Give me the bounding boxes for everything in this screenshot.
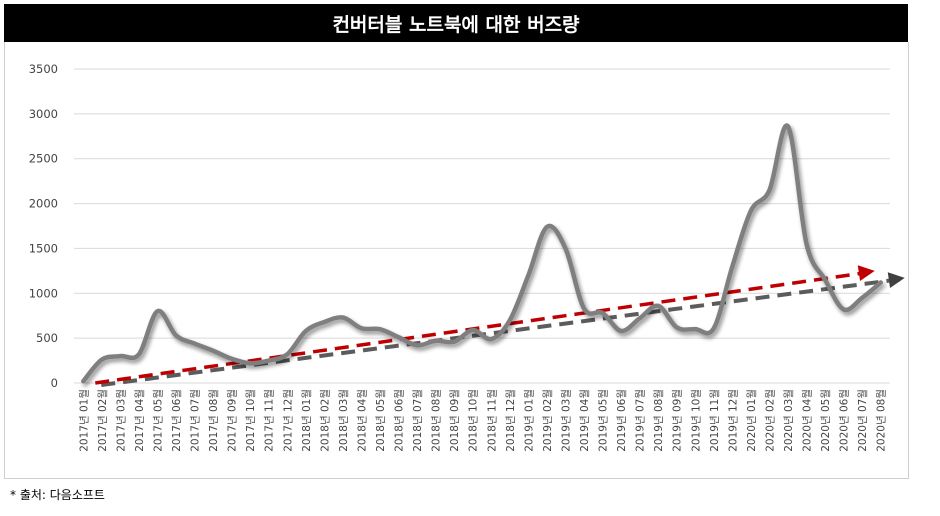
x-tick-label: 2020년 06월 [839, 389, 851, 452]
x-tick-label: 2018년 02월 [319, 389, 331, 452]
source-note: * 출처: 다음소프트 [10, 488, 105, 502]
x-tick-label: 2019년 10월 [690, 389, 702, 452]
trend-shadow-arrowhead [887, 272, 905, 289]
x-tick-label: 2018년 01월 [301, 389, 313, 452]
x-tick-label: 2020년 07월 [857, 389, 869, 452]
x-tick-label: 2020년 03월 [783, 389, 795, 452]
x-tick-label: 2017년 02월 [97, 389, 109, 452]
series-line [81, 123, 883, 384]
x-tick-label: 2019년 06월 [616, 389, 628, 452]
y-tick-label: 1500 [29, 241, 58, 255]
x-tick-label: 2017년 08월 [208, 389, 220, 452]
x-tick-label: 2017년 10월 [245, 389, 257, 452]
x-tick-label: 2017년 05월 [152, 389, 164, 452]
y-tick-label: 1000 [29, 286, 58, 300]
x-tick-label: 2018년 11월 [486, 389, 498, 452]
y-tick-label: 2000 [29, 197, 58, 211]
x-tick-label: 2019년 01월 [523, 389, 535, 452]
x-tick-label: 2019년 05월 [598, 389, 610, 452]
chart-title: 컨버터블 노트북에 대한 버즈량 [4, 4, 908, 42]
x-tick-label: 2017년 04월 [134, 389, 146, 452]
x-tick-label: 2019년 07월 [635, 389, 647, 452]
chart-frame [4, 42, 909, 479]
x-tick-label: 2017년 09월 [227, 389, 239, 452]
y-tick-label: 3500 [29, 62, 58, 76]
x-tick-label: 2019년 12월 [727, 389, 739, 452]
x-tick-label: 2018년 05월 [375, 389, 387, 452]
x-tick-label: 2017년 03월 [115, 389, 127, 452]
x-tick-label: 2019년 03월 [560, 389, 572, 452]
x-tick-label: 2017년 12월 [282, 389, 294, 452]
x-tick-label: 2018년 09월 [449, 389, 461, 452]
x-tick-label: 2018년 08월 [431, 389, 443, 452]
x-tick-label: 2018년 04월 [356, 389, 368, 452]
y-tick-label: 2500 [29, 152, 58, 166]
x-tick-label: 2018년 03월 [338, 389, 350, 452]
y-tick-label: 500 [36, 331, 58, 345]
x-tick-label: 2019년 04월 [579, 389, 591, 452]
x-tick-label: 2020년 05월 [820, 389, 832, 452]
x-tick-label: 2017년 06월 [171, 389, 183, 452]
trend-arrowhead [857, 265, 875, 282]
x-tick-label: 2018년 12월 [505, 389, 517, 452]
x-tick-label: 2017년 11월 [264, 389, 276, 452]
x-tick-label: 2020년 02월 [764, 389, 776, 452]
line-chart: 0 500 1000 1500 2000 2500 3000 3500 2017년 01월 20… [29, 62, 905, 452]
y-tick-label: 0 [51, 376, 58, 390]
x-tick-label: 2018년 07월 [412, 389, 424, 452]
x-tick-label: 2020년 01월 [746, 389, 758, 452]
x-tick-label: 2017년 07월 [190, 389, 202, 452]
x-tick-label: 2020년 04월 [802, 389, 814, 452]
x-tick-label: 2019년 08월 [653, 389, 665, 452]
x-tick-label: 2018년 10월 [468, 389, 480, 452]
x-tick-label: 2019년 09월 [672, 389, 684, 452]
y-tick-label: 3000 [29, 107, 58, 121]
x-tick-label: 2020년 08월 [876, 389, 888, 452]
trend-line [95, 271, 865, 385]
x-tick-label: 2018년 06월 [394, 389, 406, 452]
x-tick-label: 2019년 11월 [709, 389, 721, 452]
x-tick-label: 2019년 02월 [542, 389, 554, 452]
x-tick-label: 2017년 01월 [78, 389, 90, 452]
